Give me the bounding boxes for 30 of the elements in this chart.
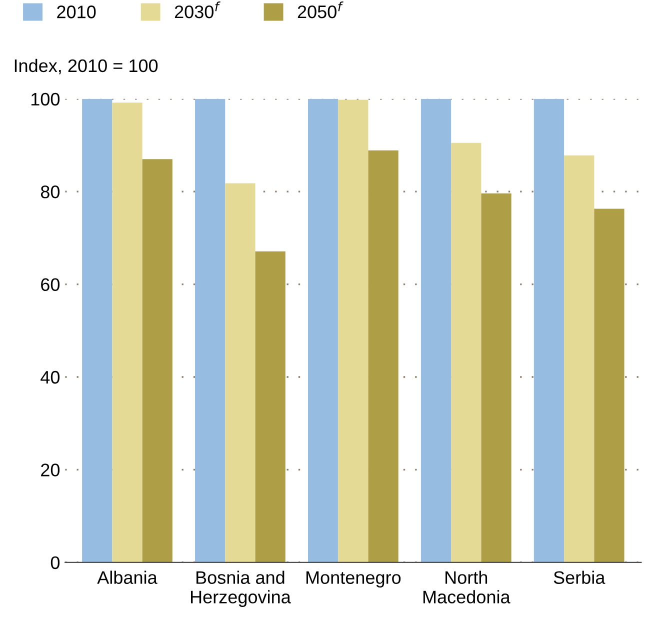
x-tick-label: Albania <box>97 570 158 584</box>
bar <box>82 98 112 562</box>
y-tick-label: 0 <box>50 556 60 570</box>
bar <box>142 159 172 562</box>
legend-label: 2050$^{f}$ <box>298 2 344 18</box>
bar <box>195 98 226 562</box>
x-tick-label: North Macedonia <box>423 570 510 604</box>
bar <box>225 183 256 562</box>
bar <box>112 102 142 562</box>
y-tick-label: 40 <box>40 370 60 384</box>
bar <box>338 100 368 562</box>
bar <box>481 193 512 562</box>
bar <box>420 98 452 562</box>
y-tick-label: 60 <box>41 278 60 291</box>
x-tick-label: Serbia <box>554 570 606 584</box>
x-tick-label: Bosnia and Herzegovina <box>191 570 291 607</box>
legend-label: 2010 <box>57 6 96 18</box>
bar <box>368 150 398 562</box>
bar <box>451 142 482 562</box>
bar <box>308 98 338 562</box>
bar <box>564 155 594 562</box>
bar <box>255 251 286 562</box>
y-axis-title: Index, 2010 = 100 <box>14 58 158 74</box>
legend-label: 2030$^{f}$ <box>174 2 220 18</box>
y-tick-label: 100 <box>31 92 60 106</box>
bar <box>594 208 624 562</box>
x-tick-label: Montenegro <box>306 571 401 588</box>
y-tick-label: 20 <box>41 464 60 476</box>
bar <box>534 98 564 562</box>
y-tick-label: 80 <box>40 186 60 198</box>
